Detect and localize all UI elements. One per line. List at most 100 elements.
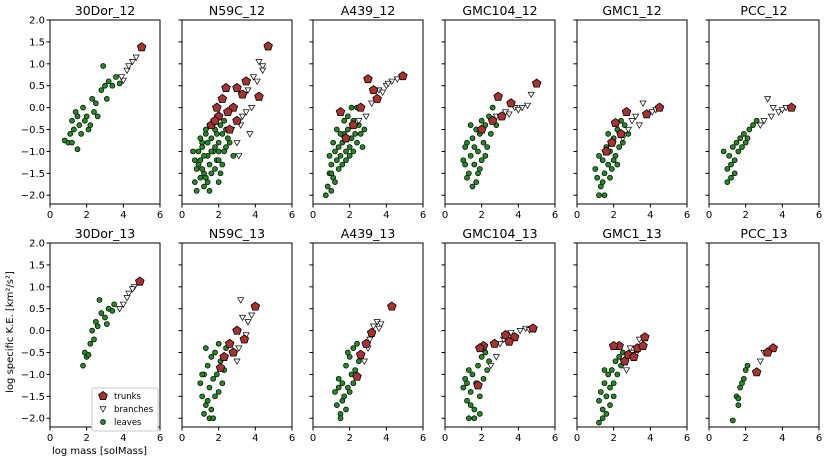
leaf-point — [89, 96, 96, 102]
panels-layer: 30Dor_12 0 2 4 6 −2.0 −1.5 −1.0 −0.5 0.0 0.5 1.0 1.5… — [21, 3, 822, 444]
leaf-point — [109, 308, 116, 314]
leaf-point — [326, 152, 333, 159]
leaf-point — [322, 192, 329, 199]
trunk-point — [219, 351, 229, 361]
leaf-point — [475, 362, 481, 369]
leaf-point — [469, 183, 476, 190]
leaf-point — [467, 389, 474, 395]
x-tick-label: 6 — [684, 433, 690, 444]
leaf-point — [199, 393, 206, 400]
trunk-point — [475, 343, 485, 353]
leaf-point — [475, 148, 481, 155]
y-tick-label: 0.5 — [29, 304, 45, 315]
trunk-point — [786, 102, 797, 112]
x-tick-label: 0 — [47, 210, 53, 221]
x-tick-label: 6 — [157, 433, 163, 444]
leaf-point — [212, 166, 218, 172]
leaf-point — [610, 157, 617, 164]
leaf-point — [67, 131, 74, 137]
leaf-point — [744, 362, 751, 369]
trunk-point — [487, 115, 498, 125]
panel-frame — [576, 19, 688, 205]
leaf-point — [102, 82, 108, 89]
panel-30Dor_13: 30Dor_13 0 2 4 6 −2.0 −1.5 −1.0 −0.5 0.0 0.5 1.0 1.5… — [21, 226, 163, 444]
leaf-point — [486, 358, 492, 365]
leaf-point — [601, 170, 608, 177]
leaf-point — [616, 354, 623, 360]
leaf-point — [76, 122, 83, 128]
leaf-point — [332, 389, 338, 395]
leaf-point — [98, 87, 105, 93]
leaf-point — [465, 367, 472, 373]
y-tick-label: −2.0 — [21, 191, 45, 202]
x-tick-label: 2 — [346, 433, 352, 444]
y-tick-label: 0.0 — [29, 326, 45, 337]
panel-frame — [312, 19, 424, 205]
leaf-point — [212, 393, 218, 400]
branch-point — [128, 59, 137, 66]
trunk-point — [489, 338, 500, 348]
panel-title: PCC_12 — [740, 3, 787, 18]
trunk-point — [232, 82, 242, 92]
legend-marker-trunks — [98, 391, 108, 401]
trunk-point — [368, 85, 379, 95]
leaf-point — [344, 349, 351, 356]
x-tick-label: 4 — [252, 210, 258, 221]
panel-GMC1_12: GMC1_12 0 2 4 6 — [573, 3, 690, 221]
x-tick-label: 6 — [816, 433, 822, 444]
leaf-point — [724, 166, 731, 172]
leaf-point — [215, 148, 222, 155]
leaf-point — [729, 417, 736, 424]
leaf-point — [599, 415, 606, 422]
legend-marker-branches — [99, 406, 107, 413]
trunk-point — [239, 334, 250, 344]
leaf-point — [484, 144, 491, 150]
leaf-point — [217, 170, 224, 177]
panel-title: GMC104_13 — [462, 226, 537, 241]
leaf-point — [212, 144, 218, 150]
y-tick-label: 0.0 — [29, 103, 45, 114]
leaf-point — [210, 375, 217, 382]
branch-point — [125, 290, 133, 298]
leaf-point — [731, 170, 738, 177]
leaf-point — [612, 358, 619, 365]
leaf-point — [339, 380, 346, 387]
leaf-point — [195, 148, 202, 155]
leaf-point — [215, 179, 222, 185]
branch-point — [244, 87, 252, 94]
y-tick-label: 1.5 — [29, 260, 45, 271]
leaf-point — [594, 174, 601, 181]
leaf-point — [621, 122, 628, 128]
x-tick-label: 6 — [552, 210, 558, 221]
leaf-point — [204, 362, 211, 369]
x-tick-label: 2 — [478, 210, 484, 221]
leaf-point — [217, 122, 224, 128]
leaf-point — [608, 166, 615, 172]
x-tick-label: 6 — [157, 210, 163, 221]
leaf-point — [332, 148, 338, 155]
leaf-point — [98, 310, 105, 316]
leaf-point — [208, 170, 215, 177]
leaf-point — [190, 148, 196, 155]
panel-title: GMC1_12 — [602, 3, 661, 18]
leaf-point — [94, 323, 101, 330]
y-tick-label: −1.0 — [21, 147, 45, 158]
leaf-point — [85, 351, 92, 358]
y-tick-label: −1.0 — [21, 370, 45, 381]
leaf-point — [197, 174, 204, 181]
leaf-point — [473, 179, 480, 185]
leaf-point — [596, 192, 602, 199]
leaf-point — [603, 393, 610, 400]
trunk-point — [135, 276, 145, 286]
branch-point — [237, 297, 245, 304]
leaf-point — [350, 345, 357, 351]
leaf-point — [728, 161, 734, 168]
leaf-point — [735, 395, 742, 402]
leaf-point — [471, 415, 478, 422]
leaf-point — [197, 380, 204, 387]
x-tick-label: 2 — [83, 433, 89, 444]
leaf-point — [199, 371, 206, 378]
x-tick-label: 0 — [179, 433, 185, 444]
leaf-point — [328, 170, 335, 177]
leaf-point — [215, 389, 222, 395]
